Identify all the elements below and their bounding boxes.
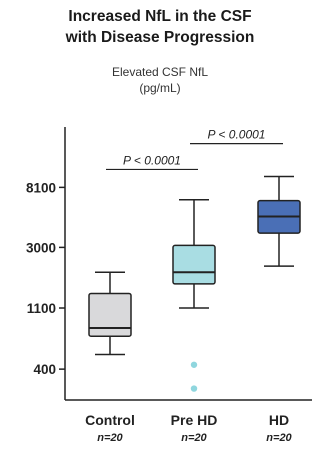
outlier-point: [190, 385, 198, 392]
box-iqr: [88, 292, 132, 337]
chart-title-line-1: Increased NfL in the CSF: [68, 8, 252, 25]
y-tick-label: 8100: [26, 180, 56, 195]
box-iqr: [172, 244, 216, 285]
y-axis-label-line-1: Elevated CSF NfL: [111, 65, 209, 79]
x-category-label: HD: [269, 412, 289, 428]
chart-title-line-2: with Disease Progression: [65, 29, 255, 46]
x-sample-size-label: n=20: [97, 432, 123, 444]
significance-label: P < 0.0001: [208, 128, 266, 142]
y-axis-label: Elevated CSF NfL (pg/mL): [0, 64, 320, 96]
x-sample-size-label: n=20: [266, 432, 292, 444]
y-tick-label: 400: [33, 362, 56, 377]
significance-label: P < 0.0001: [123, 153, 181, 167]
x-category-label: Control: [85, 412, 135, 428]
outlier-point: [190, 361, 198, 368]
y-tick-label: 3000: [26, 240, 56, 255]
x-category-label: Pre HD: [171, 412, 218, 428]
x-sample-size-label: n=20: [181, 432, 207, 444]
y-tick-label: 1100: [27, 301, 56, 316]
y-axis-label-line-2: (pg/mL): [139, 81, 181, 95]
chart-title: Increased NfL in the CSF with Disease Pr…: [0, 6, 320, 48]
